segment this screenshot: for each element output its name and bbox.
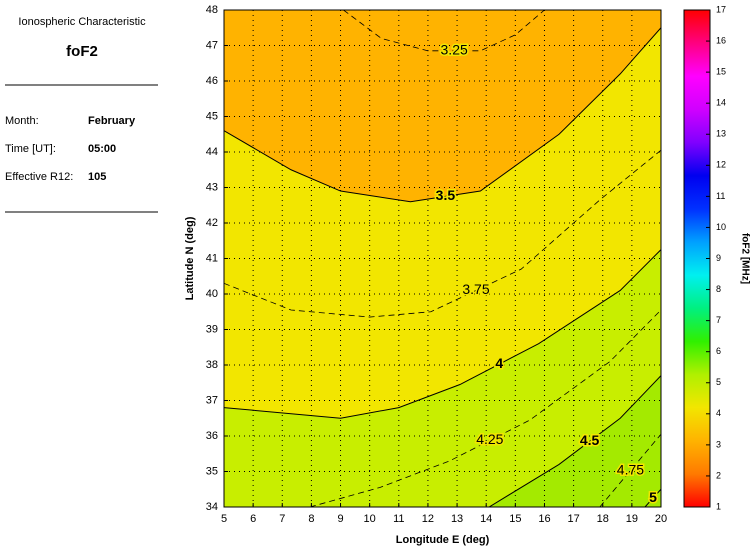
x-tick-label: 10 <box>364 513 376 525</box>
contour-line <box>224 27 661 203</box>
x-tick-label: 8 <box>308 513 314 525</box>
contour-line <box>224 249 661 419</box>
y-tick-label: 34 <box>206 501 218 513</box>
x-tick-label: 17 <box>567 513 579 525</box>
contour-label: 4.25 <box>476 431 503 447</box>
colorbar-tick-label: 14 <box>716 98 726 108</box>
x-tick-label: 11 <box>393 513 404 525</box>
contour-line <box>599 433 661 507</box>
contour-label: 3.5 <box>436 187 456 203</box>
x-tick-label: 16 <box>538 513 550 525</box>
colorbar-tick-label: 17 <box>716 4 726 14</box>
field-value: February <box>88 115 136 127</box>
colorbar-tick-label: 13 <box>716 129 726 139</box>
y-tick-label: 35 <box>206 465 218 477</box>
y-tick-label: 37 <box>206 394 218 406</box>
y-tick-label: 43 <box>206 181 218 193</box>
colorbar-tick-label: 7 <box>716 315 721 325</box>
contour-fill <box>224 249 661 507</box>
y-tick-label: 48 <box>206 4 218 16</box>
contour-label: 3.75 <box>462 281 489 297</box>
x-tick-label: 7 <box>279 513 285 525</box>
field-value: 105 <box>88 171 106 183</box>
y-tick-label: 36 <box>206 430 218 442</box>
colorbar-tick-label: 11 <box>716 191 725 201</box>
colorbar-tick-label: 15 <box>716 67 726 77</box>
colorbar-label: foF2 [MHz] <box>739 233 750 284</box>
y-tick-label: 42 <box>206 217 218 229</box>
x-tick-label: 9 <box>337 513 343 525</box>
colorbar-tick-label: 6 <box>716 346 721 356</box>
contour-line <box>343 10 545 52</box>
field-label: Time [UT]: <box>5 143 56 155</box>
colorbar-tick-label: 16 <box>716 35 726 45</box>
parameter: foF2 <box>66 43 98 60</box>
y-tick-label: 46 <box>206 75 218 87</box>
colorbar-tick-label: 12 <box>716 160 726 170</box>
colorbar-tick-label: 3 <box>716 439 721 449</box>
colorbar-tick-label: 5 <box>716 377 721 387</box>
colorbar-tick-label: 1 <box>716 501 721 511</box>
contour-fill <box>224 10 661 202</box>
contour-label: 4.5 <box>580 432 600 448</box>
x-tick-label: 6 <box>250 513 256 525</box>
contour-fill <box>224 375 661 507</box>
contour-line <box>644 488 661 507</box>
heading: Ionospheric Characteristic <box>18 16 146 28</box>
x-tick-label: 20 <box>655 513 667 525</box>
contour-label: 3.25 <box>441 42 468 58</box>
field-label: Effective R12: <box>5 171 73 183</box>
colorbar-tick-label: 10 <box>716 222 726 232</box>
x-tick-label: 19 <box>626 513 638 525</box>
y-tick-label: 38 <box>206 359 218 371</box>
y-axis-label: Latitude N (deg) <box>184 216 196 300</box>
x-tick-label: 18 <box>597 513 609 525</box>
contour-line <box>309 309 661 507</box>
contour-label: 4 <box>495 355 503 371</box>
x-tick-label: 15 <box>509 513 521 525</box>
field-value: 05:00 <box>88 143 116 155</box>
y-tick-label: 47 <box>206 39 218 51</box>
x-tick-label: 14 <box>480 513 492 525</box>
colorbar-tick-label: 8 <box>716 284 721 294</box>
colorbar-tick-label: 9 <box>716 253 721 263</box>
x-tick-label: 13 <box>451 513 463 525</box>
contour-label: 5 <box>649 489 657 505</box>
x-tick-label: 5 <box>221 513 227 525</box>
colorbar-tick-label: 2 <box>716 470 721 480</box>
contour-label: 4.75 <box>617 461 644 477</box>
y-tick-label: 41 <box>206 252 218 264</box>
colorbar-tick-label: 4 <box>716 408 721 418</box>
contour-line <box>224 149 661 318</box>
contour-line <box>488 375 661 507</box>
x-tick-label: 12 <box>422 513 434 525</box>
field-label: Month: <box>5 115 39 127</box>
x-axis-label: Longitude E (deg) <box>396 534 490 546</box>
y-tick-label: 39 <box>206 323 218 335</box>
y-tick-label: 45 <box>206 110 218 122</box>
y-tick-label: 40 <box>206 288 218 300</box>
y-tick-label: 44 <box>206 146 218 158</box>
